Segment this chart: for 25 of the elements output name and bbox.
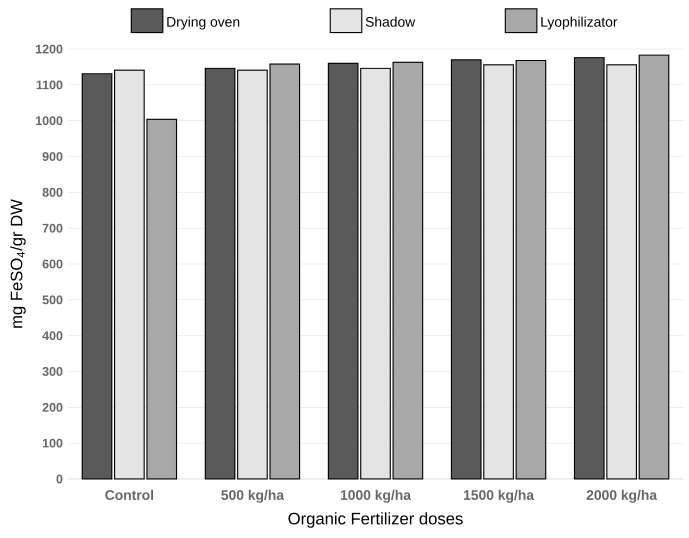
y-tick-label: 200 — [42, 402, 62, 412]
legend-label: Lyophilizator — [541, 16, 618, 30]
y-tick-label: 100 — [42, 438, 62, 448]
y-tick-label: 800 — [42, 188, 62, 197]
x-tick-label: 1500 kg/ha — [464, 490, 534, 503]
bar — [574, 57, 605, 480]
y-tick-label: 500 — [42, 295, 62, 304]
y-tick-label: 700 — [42, 224, 62, 233]
y-tick-label: 900 — [42, 152, 62, 161]
x-tick-label: 1000 kg/ha — [340, 490, 412, 503]
y-tick-label: 300 — [42, 367, 62, 376]
y-tick-label: 1100 — [36, 80, 62, 90]
y-tick-label: 1200 — [36, 44, 62, 54]
y-tick-label: 0 — [56, 474, 62, 484]
y-tick-label: 400 — [42, 331, 62, 340]
y-axis-title: mg FeSO$_{4}$/gr DW — [10, 199, 26, 328]
x-tick-label: 500 kg/ha — [221, 490, 284, 503]
y-tick-label: 600 — [42, 260, 62, 268]
legend-label: Shadow — [366, 16, 416, 27]
bar — [146, 118, 178, 480]
y-tick-label: 1000 — [36, 116, 62, 126]
x-tick-label: Control — [105, 490, 154, 500]
x-axis-title: Organic Fertilizer doses — [288, 512, 463, 528]
legend-label: Drying oven — [167, 16, 240, 30]
x-tick-label: 2000 kg/ha — [586, 490, 658, 503]
